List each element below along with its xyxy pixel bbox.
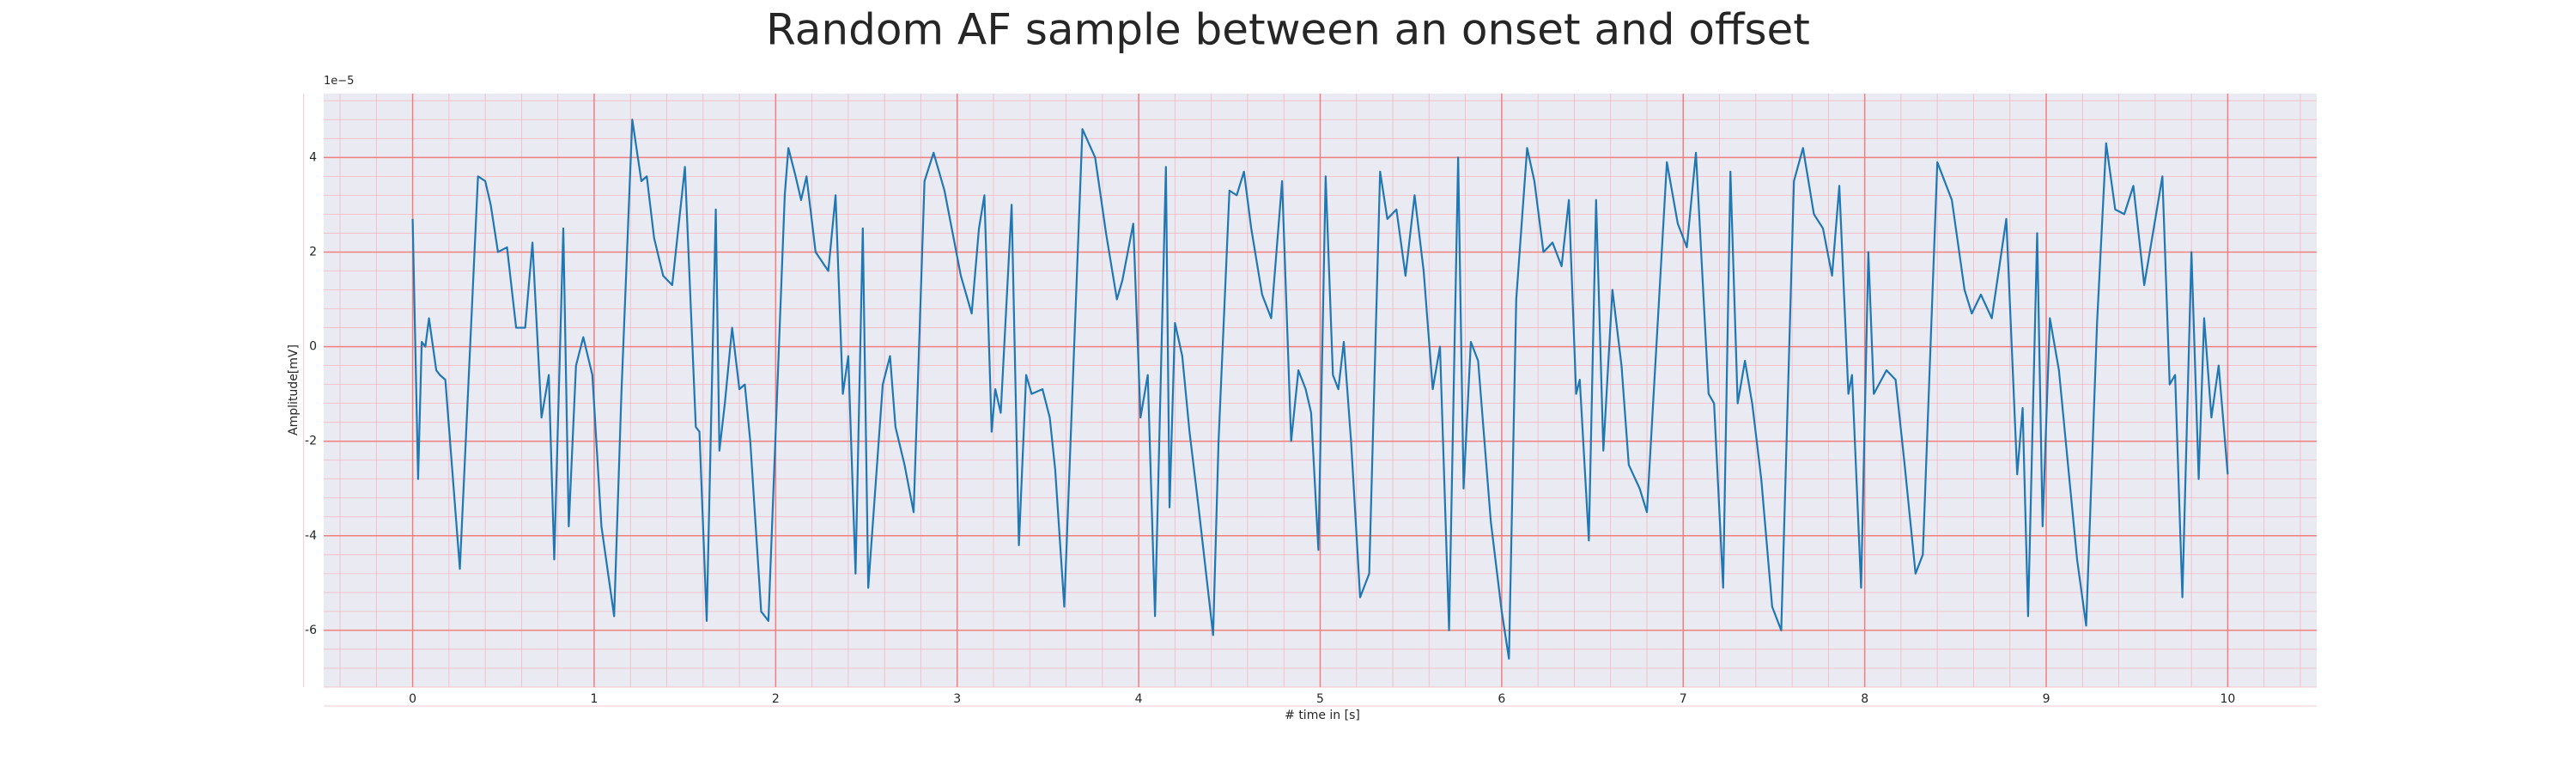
x-tick-label: 4 [1135,692,1143,706]
x-axis-label: # time in [s] [1285,709,1360,722]
x-tick-label: 10 [2221,692,2236,706]
x-tick-label: 7 [1680,692,1687,706]
x-tick-label: 2 [772,692,780,706]
y-tick-label: -6 [305,624,317,637]
y-tick-label: -4 [305,529,317,543]
signal-line [411,119,2229,660]
x-tick-label: 8 [1861,692,1868,706]
y-tick-label: 2 [309,245,317,259]
x-tick-label: 0 [409,692,416,706]
x-tick-label: 5 [1316,692,1324,706]
x-tick-label: 6 [1498,692,1505,706]
y-tick-label: -2 [305,435,317,448]
x-tick-label: 3 [953,692,961,706]
y-axis-label: Amplitude[mV] [287,344,301,435]
chart-title: Random AF sample between an onset and of… [766,5,1810,55]
x-tick-label: 1 [591,692,598,706]
y-offset-label: 1e−5 [324,75,354,88]
y-tick-label: 4 [309,150,317,164]
y-tick-label: 0 [309,340,317,354]
x-tick-label: 9 [2043,692,2050,706]
